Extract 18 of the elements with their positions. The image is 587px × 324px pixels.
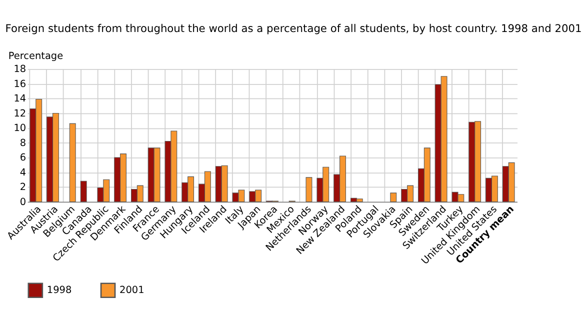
bar bbox=[80, 180, 87, 202]
legend-label: 1998 bbox=[46, 285, 72, 296]
y-tick-label: 16 bbox=[14, 78, 26, 90]
y-axis-title: Percentage bbox=[8, 50, 64, 62]
y-tick-label: 6 bbox=[20, 152, 26, 164]
bar bbox=[306, 177, 312, 202]
y-tick-label: 4 bbox=[20, 167, 26, 178]
y-tick-label: 12 bbox=[14, 108, 26, 120]
y-tick-label: 10 bbox=[14, 123, 26, 134]
y-tick-label: 8 bbox=[20, 138, 26, 149]
y-tick-label: 0 bbox=[20, 196, 26, 208]
y-tick-label: 14 bbox=[14, 94, 26, 105]
chart-title: Foreign students from throughout the world as a percentage of all students, by host country. 1998 and 2001 bbox=[5, 22, 582, 35]
y-tick-label: 2 bbox=[20, 182, 26, 194]
y-tick-label: 18 bbox=[14, 64, 26, 76]
bar bbox=[390, 192, 397, 202]
bar bbox=[69, 123, 76, 202]
legend-label: 2001 bbox=[120, 285, 144, 296]
